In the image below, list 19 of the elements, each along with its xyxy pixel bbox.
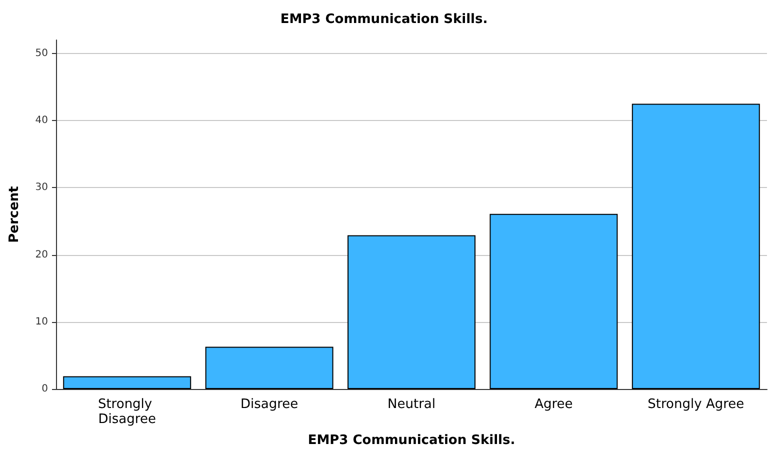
y-tick-label: 30	[35, 182, 48, 194]
x-axis-title: EMP3 Communication Skills.	[308, 433, 516, 448]
x-tick-label: Neutral	[388, 397, 436, 412]
y-tick-label: 20	[35, 249, 48, 260]
chart-title: EMP3 Communication Skills.	[280, 12, 488, 27]
y-axis-title: Percent	[7, 186, 22, 243]
x-tick-label: Disagree	[240, 397, 298, 412]
x-tick-label: Strongly Disagree	[98, 397, 156, 427]
y-tick-label: 0	[42, 384, 48, 394]
bar	[63, 376, 192, 389]
bar	[490, 214, 618, 389]
y-tick-label: 10	[35, 316, 48, 328]
bar	[632, 104, 760, 389]
x-tick-label: Agree	[534, 397, 573, 412]
y-tick-label: 40	[35, 115, 48, 126]
bar	[348, 235, 476, 389]
x-tick-label: Strongly Agree	[648, 397, 744, 412]
bar	[205, 346, 334, 389]
y-tick-label: 50	[35, 48, 48, 59]
